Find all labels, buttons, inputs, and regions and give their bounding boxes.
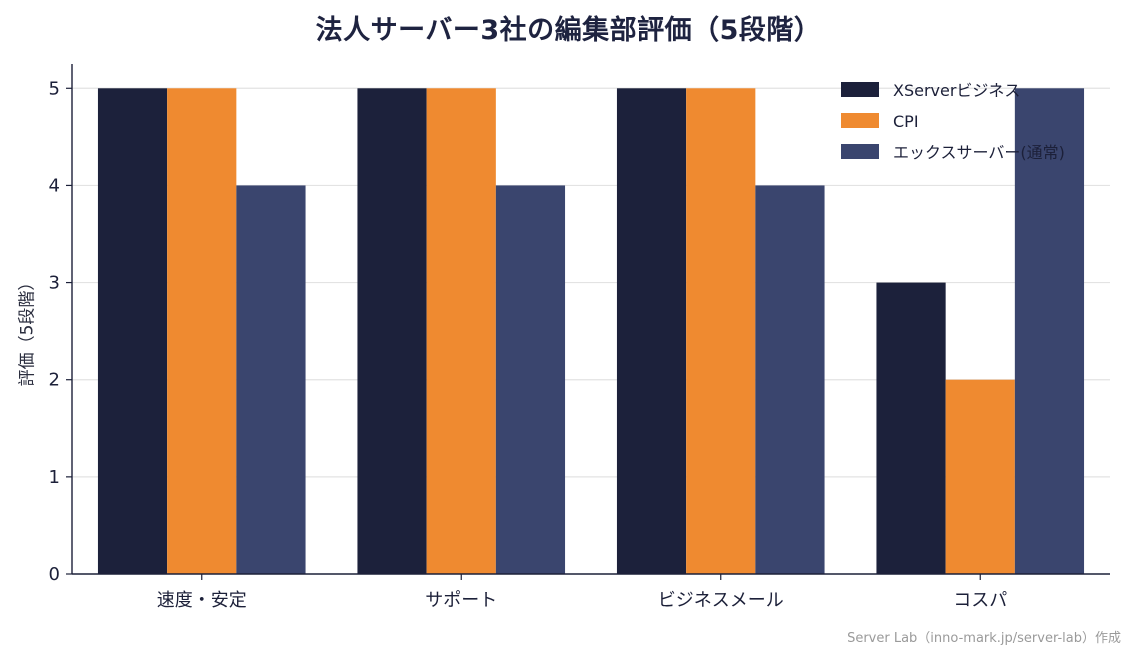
x-tick-label: 速度・安定 — [157, 590, 247, 611]
bar — [755, 185, 825, 574]
credit-note: Server Lab（inno-mark.jp/server-lab）作成 — [847, 631, 1121, 646]
legend: XServerビジネス CPI エックスサーバー(通常) — [841, 81, 1065, 162]
axes — [71, 64, 1110, 575]
bar — [167, 88, 237, 575]
legend-label: XServerビジネス — [893, 81, 1020, 100]
bar — [426, 88, 496, 575]
bar — [945, 379, 1015, 574]
bar — [357, 88, 427, 575]
legend-label: エックスサーバー(通常) — [893, 143, 1065, 162]
bar — [495, 185, 566, 574]
bar — [236, 185, 306, 574]
y-tick-label: 5 — [49, 78, 60, 99]
bar — [1014, 88, 1085, 575]
x-tick-label: コスパ — [953, 590, 1007, 611]
x-tick-label: ビジネスメール — [658, 590, 784, 611]
legend-label: CPI — [893, 112, 919, 131]
legend-swatch — [841, 144, 879, 159]
y-tick-label: 4 — [49, 175, 60, 196]
x-ticks: 速度・安定 サポート ビジネスメール コスパ — [157, 574, 1007, 611]
legend-swatch — [841, 82, 879, 97]
y-tick-label: 1 — [49, 467, 60, 488]
bars — [97, 88, 1085, 575]
bar — [876, 282, 946, 574]
y-tick-label: 2 — [49, 370, 60, 391]
y-tick-label: 3 — [49, 273, 60, 294]
legend-swatch — [841, 113, 879, 128]
y-ticks: 0 1 2 3 4 5 — [49, 78, 72, 585]
chart-title: 法人サーバー3社の編集部評価（5段階） — [315, 15, 822, 46]
x-tick-label: サポート — [425, 590, 497, 611]
bar — [616, 88, 687, 575]
y-tick-label: 0 — [49, 564, 60, 585]
bar — [97, 88, 168, 575]
bar — [686, 88, 756, 575]
